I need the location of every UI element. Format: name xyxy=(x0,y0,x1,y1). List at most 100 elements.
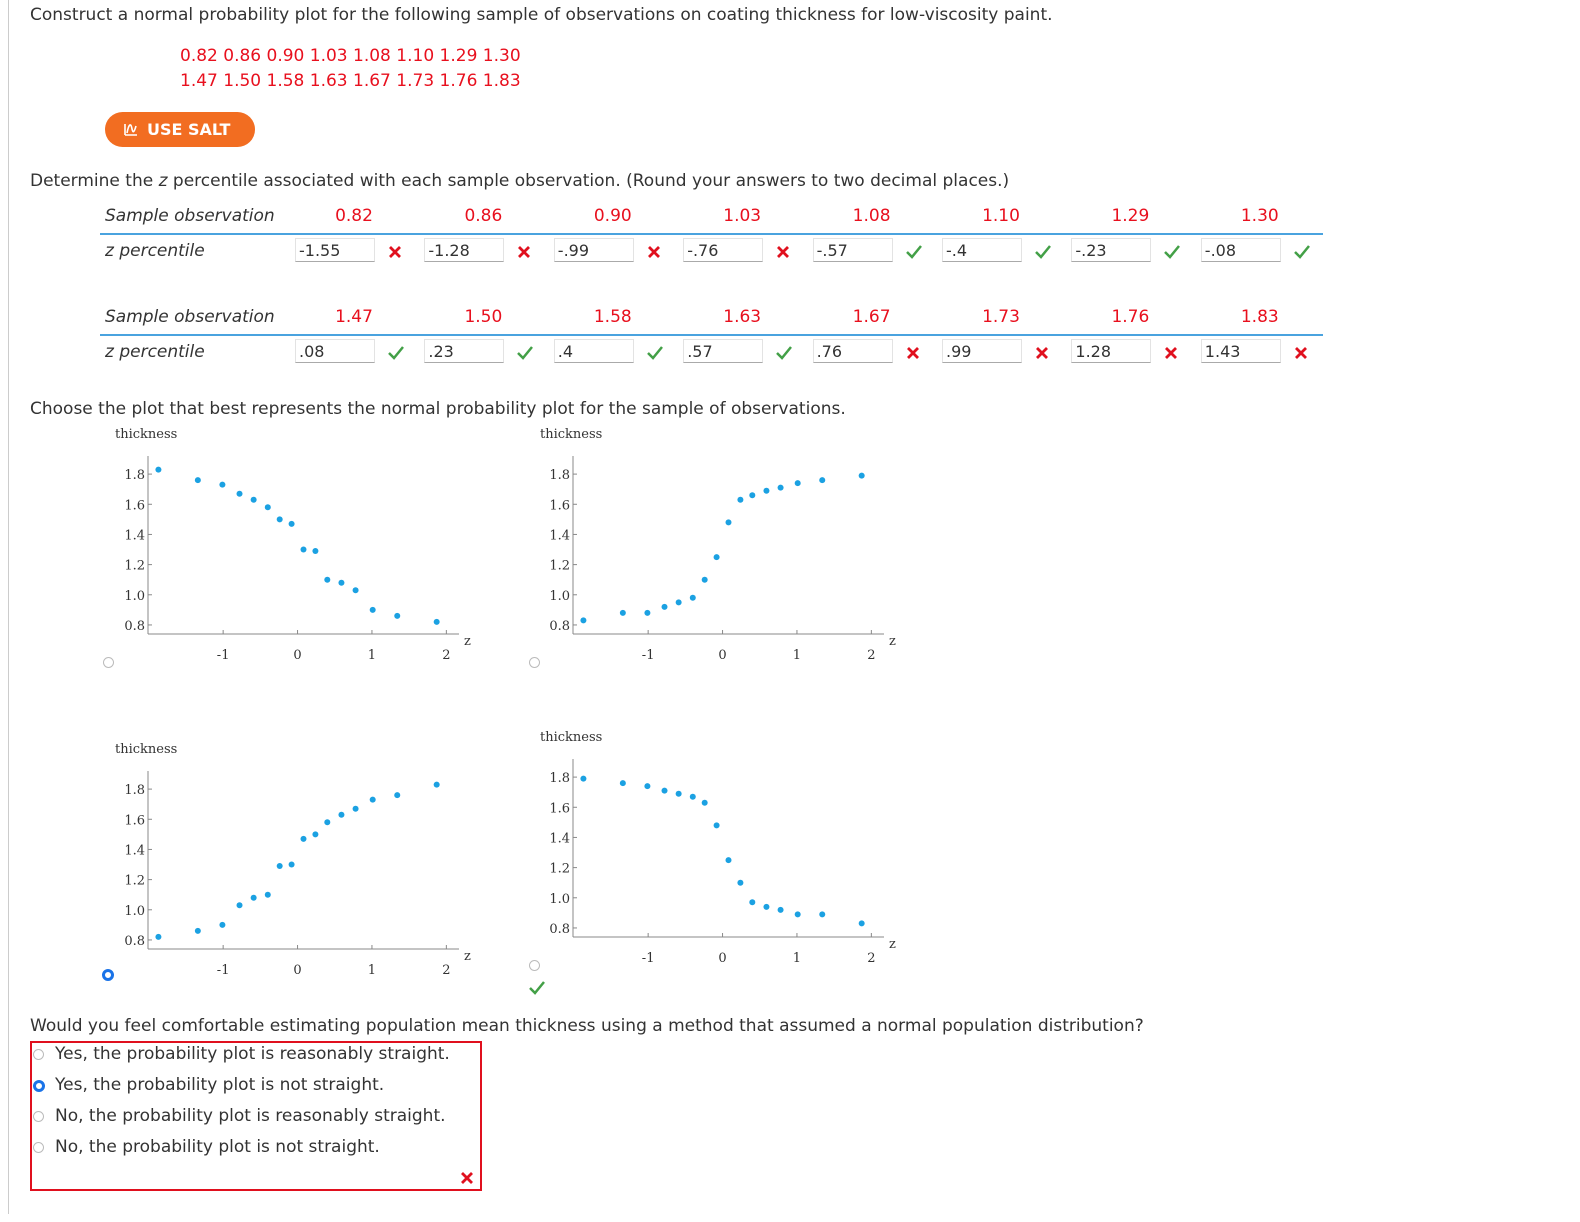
z-input[interactable]: .08 xyxy=(295,339,375,363)
z-input[interactable]: .76 xyxy=(812,339,893,363)
observation: 1.10 xyxy=(982,206,1020,226)
z-input[interactable]: .4 xyxy=(553,339,634,363)
x-axis-label: z xyxy=(889,634,896,649)
salt-button[interactable]: USE SALT xyxy=(105,112,255,147)
point xyxy=(300,835,307,842)
z-input[interactable]: .23 xyxy=(424,339,505,363)
x-tick-label: 0 xyxy=(718,951,726,966)
check xyxy=(517,346,534,360)
z-input[interactable]: -.08 xyxy=(1200,238,1281,262)
point xyxy=(580,617,587,624)
point xyxy=(701,799,708,806)
y-tick-label: 1.0 xyxy=(549,589,570,604)
x-tick-label: -1 xyxy=(217,963,230,978)
z-input[interactable]: -.76 xyxy=(683,238,764,262)
x-tick-label: 0 xyxy=(718,648,726,663)
observation: 0.90 xyxy=(593,206,632,226)
z-input[interactable]: .57 xyxy=(683,339,764,363)
y-axis-label: thickness xyxy=(115,742,177,757)
point xyxy=(155,466,162,473)
option-radio[interactable] xyxy=(33,1142,44,1153)
x-tick-label: -1 xyxy=(642,951,655,966)
x-tick-label: 0 xyxy=(293,648,301,663)
option-radio[interactable] xyxy=(33,1111,44,1122)
option-radio[interactable] xyxy=(33,1049,44,1060)
x-tick-label: 2 xyxy=(442,963,450,978)
point xyxy=(644,783,651,790)
observation: 1.58 xyxy=(593,307,632,327)
z-input[interactable]: -.99 xyxy=(553,238,634,262)
point xyxy=(661,787,668,794)
z-input[interactable]: -.57 xyxy=(812,238,893,262)
y-tick-label: 0.8 xyxy=(124,619,145,634)
point xyxy=(737,879,744,886)
correct-icon xyxy=(1164,245,1181,259)
option-label: No, the probability plot is reasonably s… xyxy=(55,1106,446,1126)
y-tick-label: 1.2 xyxy=(549,862,570,877)
z-input[interactable]: -.23 xyxy=(1071,238,1152,262)
answer-box xyxy=(30,1041,482,1191)
row-label: z percentile xyxy=(105,342,205,362)
check xyxy=(776,346,793,360)
y-tick-label: 1.8 xyxy=(549,771,570,786)
point xyxy=(749,899,756,906)
z-input[interactable]: -1.28 xyxy=(424,238,505,262)
cross xyxy=(777,246,790,258)
y-tick-label: 0.8 xyxy=(124,934,145,949)
incorrect-icon xyxy=(461,1172,473,1184)
point xyxy=(580,775,587,782)
q-var: z xyxy=(158,171,168,191)
incorrect-icon xyxy=(1165,347,1178,359)
chart: thickness z 0.8 1.0 1.2 1.4 1.6 1.8 -1 0 1 2 xyxy=(115,742,471,978)
point xyxy=(737,496,744,503)
point xyxy=(725,519,732,526)
plot-radio[interactable] xyxy=(529,960,540,971)
point xyxy=(689,594,696,601)
q-text: percentile associated with each sample o… xyxy=(167,171,1010,191)
x-tick-label: -1 xyxy=(217,648,230,663)
option-radio[interactable] xyxy=(33,1080,45,1092)
point xyxy=(661,603,668,610)
correct-icon xyxy=(905,245,922,259)
z-input[interactable]: 1.28 xyxy=(1071,339,1152,363)
y-tick-label: 1.2 xyxy=(124,874,145,889)
y-tick-label: 1.2 xyxy=(549,559,570,574)
point xyxy=(713,822,720,829)
check xyxy=(388,346,404,360)
observation: 1.50 xyxy=(464,307,503,327)
y-tick-label: 0.8 xyxy=(549,619,570,634)
y-tick-label: 1.4 xyxy=(124,528,145,543)
plot-radio[interactable] xyxy=(102,969,114,981)
question: Construct a normal probability plot for … xyxy=(30,5,1053,25)
point xyxy=(324,576,331,583)
correct-icon xyxy=(646,346,663,360)
point xyxy=(394,612,401,619)
y-axis-label: thickness xyxy=(540,427,602,442)
z-input[interactable]: -.4 xyxy=(942,238,1022,262)
plot-radio[interactable] xyxy=(103,657,114,668)
observation: 1.29 xyxy=(1111,206,1150,226)
observation: 1.67 xyxy=(852,307,891,327)
z-input[interactable]: -1.55 xyxy=(295,238,375,262)
point xyxy=(219,921,226,928)
point xyxy=(300,546,307,553)
cross xyxy=(906,347,919,359)
point xyxy=(749,492,756,499)
cross xyxy=(1294,347,1307,359)
plot-radio[interactable] xyxy=(529,657,540,668)
row-label: Sample observation xyxy=(105,307,275,327)
point xyxy=(312,548,319,555)
incorrect-icon xyxy=(1036,347,1048,359)
x-axis-label: z xyxy=(464,949,471,964)
correct-icon xyxy=(388,346,404,360)
x-tick-label: 2 xyxy=(867,951,875,966)
point xyxy=(794,911,801,918)
x-tick-label: 1 xyxy=(793,648,801,663)
cross xyxy=(1165,347,1178,359)
salt-icon xyxy=(124,124,137,136)
z-input[interactable]: 1.43 xyxy=(1200,339,1281,363)
z-input[interactable]: .99 xyxy=(942,339,1022,363)
sample-line: 0.82 0.86 0.90 1.03 1.08 1.10 1.29 1.30 xyxy=(180,46,521,66)
point xyxy=(276,863,283,870)
